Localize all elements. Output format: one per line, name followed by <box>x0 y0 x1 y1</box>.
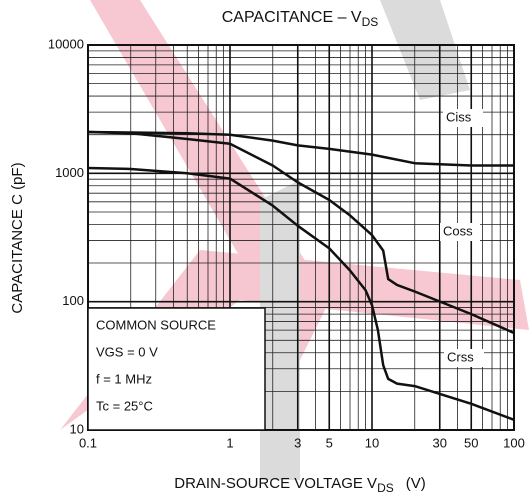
x-label-sub: DS <box>377 481 394 495</box>
series-label: Ciss <box>446 109 472 124</box>
watermark-shape <box>90 0 330 360</box>
plot-frame <box>87 44 515 431</box>
x-tick-label: 100 <box>503 435 525 450</box>
series-line <box>87 166 515 421</box>
series-label: Coss <box>443 223 473 238</box>
x-tick-label: 30 <box>433 435 447 450</box>
annotation-text: COMMON SOURCE <box>96 317 216 332</box>
watermark <box>60 0 529 480</box>
x-tick-label: 10 <box>365 435 379 450</box>
y-tick-label: 100 <box>62 293 84 308</box>
y-tick-label: 10000 <box>48 36 84 51</box>
annotation-text: f = 1 MHz <box>96 371 152 386</box>
series-label: Crss <box>447 349 474 364</box>
y-tick-label: 10 <box>70 421 84 436</box>
title-text: CAPACITANCE – V <box>222 9 362 26</box>
x-tick-label: 0.1 <box>79 435 97 450</box>
x-label-text: DRAIN-SOURCE VOLTAGE V <box>174 475 377 492</box>
x-label-unit: (V) <box>406 475 426 492</box>
title-sub: DS <box>362 15 379 29</box>
x-tick-label: 1 <box>226 435 233 450</box>
series-label-bg <box>443 109 483 127</box>
y-tick-label: 1000 <box>55 165 84 180</box>
chart-title: CAPACITANCE – VDS <box>222 9 379 29</box>
x-tick-label: 5 <box>326 435 333 450</box>
watermark-shape <box>380 0 470 100</box>
x-axis-label: DRAIN-SOURCE VOLTAGE VDS (V) <box>174 475 425 495</box>
x-tick-label: 50 <box>464 435 478 450</box>
annotation-text: Tc = 25°C <box>96 398 153 413</box>
x-tick-label: 3 <box>294 435 301 450</box>
annotation-text: VGS = 0 V <box>96 344 158 359</box>
y-axis-label: CAPACITANCE C (pF) <box>9 162 26 313</box>
watermark-shape <box>60 250 529 430</box>
series-label-bg <box>440 223 480 241</box>
annotation-box <box>87 307 266 431</box>
series-label-bg <box>444 349 484 367</box>
series-line <box>87 130 515 335</box>
series-line <box>87 130 514 167</box>
